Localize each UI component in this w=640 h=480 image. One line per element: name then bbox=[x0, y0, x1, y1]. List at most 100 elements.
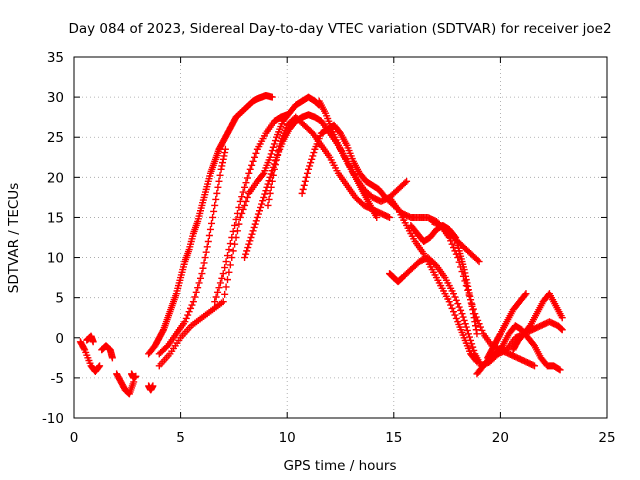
data-point-interp bbox=[219, 155, 227, 163]
data-point-interp bbox=[254, 210, 262, 218]
data-point bbox=[96, 362, 104, 370]
data-point bbox=[181, 318, 189, 326]
data-point-interp bbox=[478, 326, 486, 334]
data-point-interp bbox=[270, 140, 278, 148]
data-point-interp bbox=[447, 301, 455, 309]
data-point-interp bbox=[258, 200, 266, 208]
data-point-interp bbox=[255, 207, 263, 215]
series-track-3 bbox=[98, 342, 116, 362]
data-point bbox=[236, 197, 244, 205]
data-point-interp bbox=[205, 231, 213, 239]
data-point-interp bbox=[310, 149, 318, 157]
data-point-interp bbox=[246, 237, 254, 245]
data-point-interp bbox=[221, 149, 229, 157]
data-point bbox=[475, 258, 483, 266]
data-point-interp bbox=[303, 169, 311, 177]
data-point-interp bbox=[462, 323, 470, 331]
data-point-interp bbox=[447, 237, 455, 245]
data-point-interp bbox=[192, 288, 200, 296]
data-point-interp bbox=[194, 284, 202, 292]
data-point bbox=[268, 93, 276, 101]
data-point-interp bbox=[226, 261, 234, 269]
data-point-interp bbox=[262, 187, 270, 195]
data-point-interp bbox=[184, 311, 192, 319]
data-point-interp bbox=[202, 248, 210, 256]
data-point-interp bbox=[464, 286, 472, 294]
data-point bbox=[211, 298, 219, 306]
data-point-interp bbox=[224, 252, 232, 260]
data-point-interp bbox=[216, 279, 224, 287]
data-point bbox=[473, 330, 481, 338]
data-point-interp bbox=[208, 219, 216, 227]
data-point bbox=[89, 338, 97, 346]
data-point-interp bbox=[451, 232, 459, 240]
data-point-interp bbox=[231, 221, 239, 229]
data-point-interp bbox=[466, 292, 474, 300]
data-point bbox=[264, 201, 272, 209]
data-point-interp bbox=[187, 304, 195, 312]
data-point-interp bbox=[274, 151, 282, 159]
data-point-interp bbox=[203, 243, 211, 251]
data-point bbox=[236, 213, 244, 221]
data-point-interp bbox=[468, 300, 476, 308]
data-point-interp bbox=[221, 264, 229, 272]
data-point-interp bbox=[463, 326, 471, 334]
data-point bbox=[473, 358, 481, 366]
y-tick-label: 35 bbox=[47, 50, 64, 66]
data-point bbox=[253, 213, 261, 221]
data-point-interp bbox=[265, 195, 273, 203]
data-point-interp bbox=[306, 162, 314, 170]
data-point-interp bbox=[452, 296, 460, 304]
x-tick-label: 10 bbox=[279, 430, 296, 446]
data-point-interp bbox=[448, 304, 456, 312]
data-point-interp bbox=[452, 250, 460, 258]
data-point-interp bbox=[461, 277, 469, 285]
data-point bbox=[462, 282, 470, 290]
data-point-interp bbox=[449, 244, 457, 252]
data-point-interp bbox=[196, 274, 204, 282]
data-point-interp bbox=[212, 293, 220, 301]
data-point-interp bbox=[191, 293, 199, 301]
data-point-interp bbox=[451, 247, 459, 255]
series-track-4 bbox=[113, 370, 138, 398]
data-point bbox=[522, 290, 530, 298]
data-point bbox=[228, 254, 236, 262]
data-point-interp bbox=[235, 220, 243, 228]
x-tick-label: 0 bbox=[70, 430, 79, 446]
data-point-interp bbox=[229, 247, 237, 255]
y-tick-label: 25 bbox=[47, 130, 64, 146]
data-point-interp bbox=[244, 244, 252, 252]
data-point-interp bbox=[221, 290, 229, 298]
data-point-interp bbox=[309, 152, 317, 160]
data-point-interp bbox=[238, 193, 246, 201]
data-point-interp bbox=[232, 215, 240, 223]
data-point-interp bbox=[241, 183, 249, 191]
data-point-interp bbox=[469, 305, 477, 313]
data-point-interp bbox=[257, 203, 265, 211]
data-point-interp bbox=[455, 258, 463, 266]
data-point-interp bbox=[472, 357, 480, 365]
data-point-interp bbox=[218, 162, 226, 170]
data-point bbox=[458, 310, 466, 318]
data-point bbox=[189, 298, 197, 306]
series-track-6 bbox=[145, 382, 157, 394]
data-point-interp bbox=[477, 323, 485, 331]
data-point-interp bbox=[214, 288, 222, 296]
data-point-interp bbox=[521, 291, 529, 299]
data-point-interp bbox=[268, 177, 276, 185]
data-point-interp bbox=[267, 183, 275, 191]
data-point-interp bbox=[95, 363, 103, 371]
data-point-interp bbox=[449, 308, 457, 316]
data-point-interp bbox=[229, 227, 237, 235]
data-point-interp bbox=[474, 256, 482, 264]
data-point bbox=[531, 362, 539, 370]
data-point-interp bbox=[249, 227, 257, 235]
series-track-14 bbox=[315, 97, 381, 221]
data-point bbox=[454, 254, 462, 262]
y-tick-label: 10 bbox=[47, 251, 64, 267]
y-tick-label: 0 bbox=[55, 331, 64, 347]
data-point-interp bbox=[245, 240, 253, 248]
data-point-interp bbox=[243, 247, 251, 255]
data-point-interp bbox=[248, 230, 256, 238]
